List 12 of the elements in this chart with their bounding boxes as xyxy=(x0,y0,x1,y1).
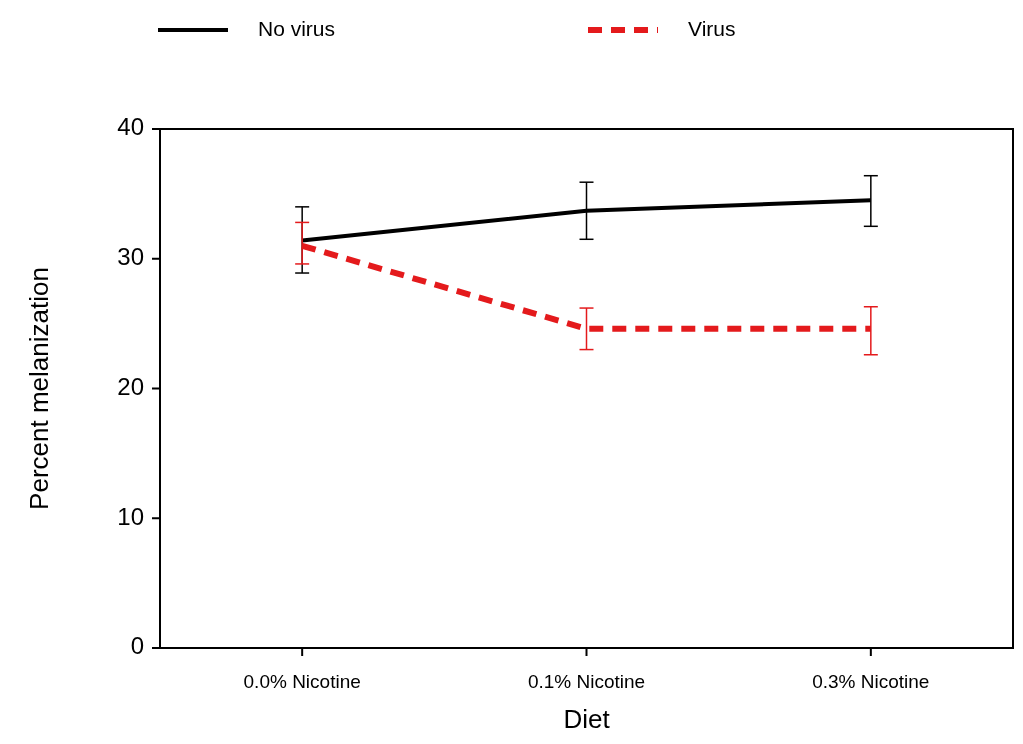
y-axis-title: Percent melanization xyxy=(24,267,54,510)
x-tick-label: 0.1% Nicotine xyxy=(527,671,646,692)
y-tick-label: 20 xyxy=(117,372,144,400)
y-tick-label: 10 xyxy=(117,502,144,530)
x-axis-title: Diet xyxy=(563,704,611,734)
y-tick-label: 0 xyxy=(130,632,144,660)
x-tick-label: 0.0% Nicotine xyxy=(243,671,361,692)
legend-label: Virus xyxy=(688,16,736,40)
x-tick-label: 0.3% Nicotine xyxy=(812,671,930,692)
y-tick-label: 30 xyxy=(117,243,144,271)
legend-label: No virus xyxy=(258,16,336,40)
y-tick-label: 40 xyxy=(117,113,144,141)
